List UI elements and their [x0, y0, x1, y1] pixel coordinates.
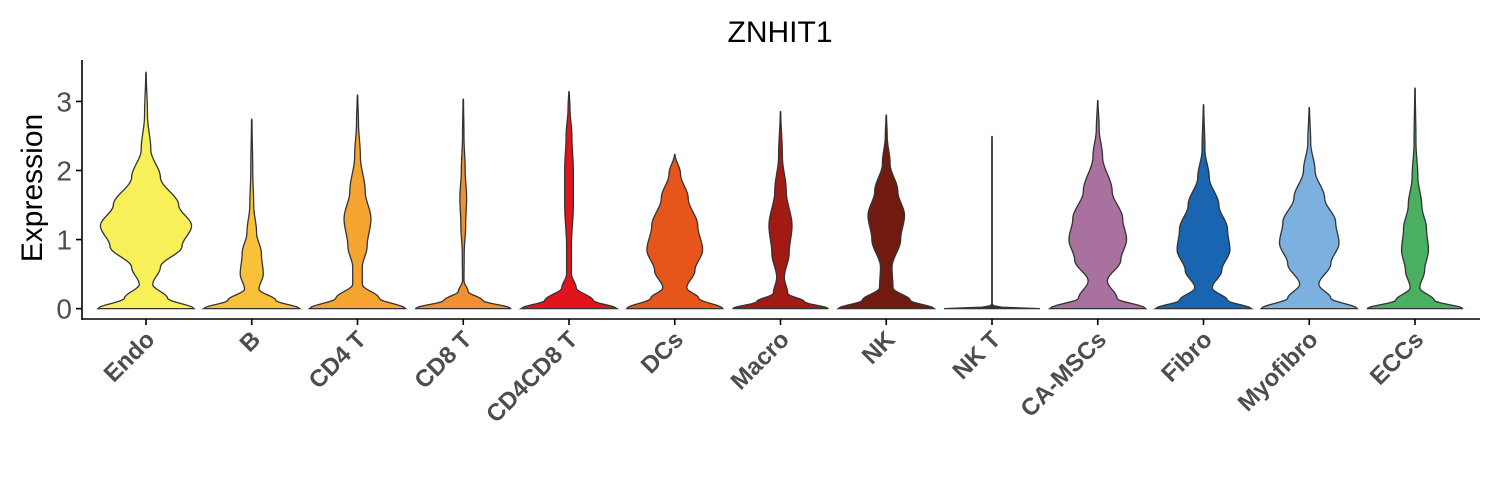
x-axis-ticks: Endo B CD4 T CD8 T CD4CD8 T DCs Macro NK NK T CA-… [99, 319, 1429, 428]
x-tick-label: CD4CD8 T [481, 326, 583, 428]
violin-eccs [1366, 87, 1464, 310]
x-tick-label: CD4 T [304, 326, 372, 394]
y-tick-label: 2 [56, 156, 72, 187]
x-tick-label: ECCs [1365, 326, 1429, 390]
x-tick-label: Endo [99, 326, 161, 388]
violin-myofibro [1259, 106, 1359, 310]
x-tick-label: Myofibro [1233, 326, 1324, 417]
violin-dcs [625, 153, 725, 310]
x-tick-label: CD8 T [409, 326, 477, 394]
x-tick-label: NK [857, 326, 901, 370]
violin-macro [732, 111, 829, 310]
violin-b [201, 118, 302, 310]
violin-cd4cd8-t [518, 90, 620, 310]
y-tick-label: 0 [56, 294, 72, 325]
x-tick-label: NK T [948, 326, 1007, 385]
violin-nk-t [943, 135, 1041, 310]
plot-area [96, 71, 1464, 310]
y-axis-label: Expression [16, 114, 49, 262]
y-tick-label: 3 [56, 86, 72, 117]
y-tick-label: 1 [56, 225, 72, 256]
x-tick-label: Macro [726, 326, 795, 395]
x-tick-label: Fibro [1156, 326, 1218, 388]
violin-fibro [1153, 104, 1254, 310]
x-tick-label: CA-MSCs [1016, 326, 1112, 422]
violin-ca-mscs [1047, 99, 1148, 310]
violin-nk [836, 114, 937, 310]
violin-cd4-t [307, 94, 408, 310]
y-axis-ticks: 0 1 2 3 [56, 86, 82, 325]
chart-title: ZNHIT1 [728, 16, 833, 49]
violin-endo [96, 71, 196, 310]
violin-cd8-t [414, 98, 512, 310]
x-tick-label: B [235, 326, 266, 357]
x-tick-label: DCs [636, 326, 689, 379]
